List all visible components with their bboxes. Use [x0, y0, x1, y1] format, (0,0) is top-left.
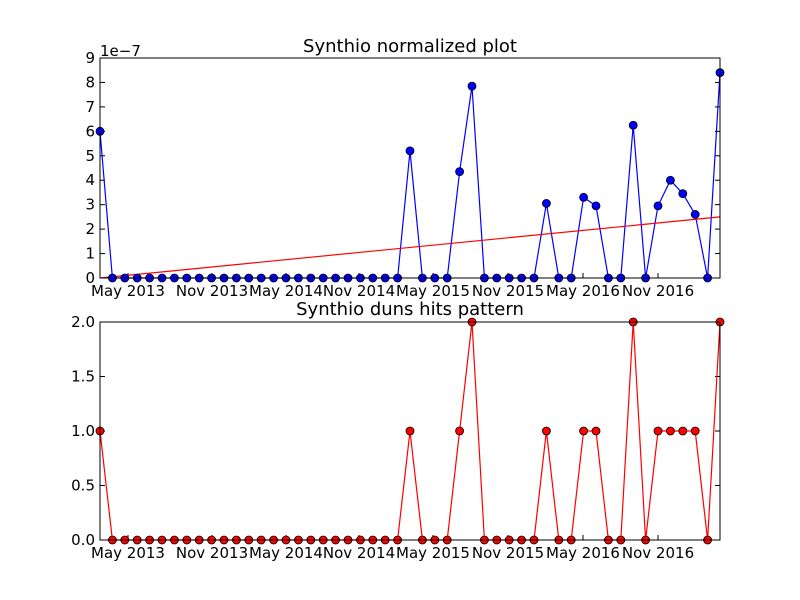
duns-hits-plot-xtick-label: Nov 2014: [323, 544, 395, 562]
duns-hits-plot-data-point: [678, 426, 688, 436]
duns-hits-plot-ytick-label: 0.0: [71, 531, 95, 549]
normalized-plot-axes: [99, 57, 721, 279]
normalized-plot-ytick-label: 1: [85, 245, 95, 263]
duns-hits-plot-data-point: [591, 426, 601, 436]
normalized-plot-xtick-label: Nov 2013: [176, 282, 248, 300]
normalized-plot-data-point: [678, 189, 688, 199]
duns-hits-plot-xtick-label: May 2016: [546, 544, 620, 562]
normalized-plot-xtick-label: Nov 2015: [472, 282, 544, 300]
normalized-plot-data-point: [579, 192, 588, 202]
duns-hits-plot-data-point: [690, 426, 700, 436]
normalized-plot: Synthio normalized plot 1e−7 0123456789 …: [85, 36, 725, 300]
duns-hits-plot-xtick-label: Nov 2016: [622, 544, 694, 562]
normalized-plot-trend-line: [99, 216, 721, 279]
normalized-plot-ytick-label: 9: [85, 49, 95, 67]
normalized-plot-data-point: [405, 146, 415, 156]
duns-hits-plot-ytick-label: 1.0: [71, 422, 95, 440]
normalized-plot-ytick-label: 0: [85, 269, 95, 287]
normalized-plot-data-point: [455, 167, 465, 177]
duns-hits-plot-data-point: [666, 426, 675, 436]
normalized-plot-data-point: [542, 199, 551, 208]
duns-hits-plot-xtick-label: Nov 2015: [472, 544, 544, 562]
normalized-plot-ytick-label: 7: [85, 98, 95, 116]
normalized-plot-xtick-label: Nov 2014: [323, 282, 395, 300]
duns-hits-plot-data-point: [579, 426, 588, 436]
normalized-plot-xtick-label: May 2016: [546, 282, 620, 300]
normalized-plot-data-point: [628, 120, 638, 130]
normalized-plot-data-point: [591, 201, 601, 211]
duns-hits-plot-data-point: [405, 426, 415, 436]
normalized-plot-ytick-label: 3: [85, 196, 95, 214]
normalized-plot-data-point: [690, 210, 700, 219]
normalized-plot-ytick-label: 8: [85, 73, 95, 91]
normalized-plot-data-point: [467, 81, 477, 91]
duns-hits-plot-ytick-label: 0.5: [71, 477, 95, 495]
duns-hits-plot-title: Synthio duns hits pattern: [296, 299, 524, 320]
normalized-plot-ytick-label: 6: [85, 122, 95, 140]
duns-hits-plot-xtick-label: May 2014: [249, 544, 323, 562]
normalized-plot-ytick-label: 2: [85, 220, 95, 238]
duns-hits-plot-xtick-label: Nov 2013: [176, 544, 248, 562]
normalized-plot-ytick-label: 4: [85, 171, 95, 189]
duns-hits-plot-axes: [99, 321, 721, 541]
duns-hits-plot-xtick-label: May 2015: [396, 544, 470, 562]
normalized-plot-xtick-label: May 2014: [249, 282, 323, 300]
normalized-plot-xtick-label: May 2015: [396, 282, 470, 300]
normalized-plot-xtick-label: Nov 2016: [622, 282, 694, 300]
duns-hits-plot-data-point: [455, 426, 465, 436]
normalized-plot-title: Synthio normalized plot: [303, 36, 517, 57]
duns-hits-plot-xtick-label: May 2013: [91, 544, 165, 562]
normalized-plot-data-point: [666, 175, 675, 185]
duns-hits-plot: Synthio duns hits pattern 0.0 0.5 1.0 1.5 2.…: [71, 299, 725, 562]
duns-hits-plot-data-point: [542, 426, 551, 436]
normalized-plot-offset-label: 1e−7: [100, 42, 141, 60]
duns-hits-plot-data-point: [653, 426, 663, 436]
duns-hits-plot-ytick-label: 2.0: [71, 313, 95, 331]
normalized-plot-data-point: [653, 201, 663, 211]
normalized-plot-ytick-label: 5: [85, 147, 95, 165]
normalized-plot-xtick-label: May 2013: [91, 282, 165, 300]
duns-hits-plot-ytick-label: 1.5: [71, 368, 95, 386]
